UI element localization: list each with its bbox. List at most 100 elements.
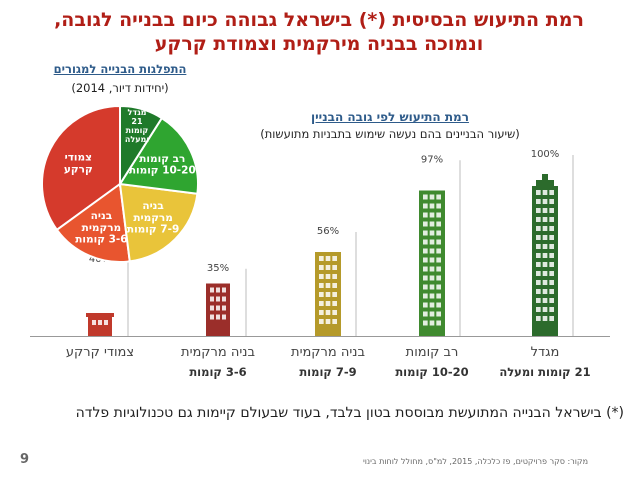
- window: [542, 271, 548, 276]
- window: [423, 293, 428, 299]
- window: [549, 262, 554, 267]
- window: [436, 221, 441, 227]
- window: [332, 301, 337, 306]
- window: [542, 262, 548, 267]
- window: [542, 280, 548, 285]
- window: [429, 194, 435, 200]
- window: [429, 302, 435, 308]
- window: [429, 221, 435, 227]
- bars-subtitle: (שיעור הבניינים בהם נעשה שימוש בתבניות מ…: [260, 127, 520, 141]
- window: [436, 320, 441, 326]
- pie-label: צמודי: [65, 152, 92, 164]
- window: [423, 221, 428, 227]
- window: [98, 320, 102, 325]
- window: [436, 203, 441, 209]
- building-body: [88, 316, 112, 336]
- value-label: 56%: [317, 226, 339, 237]
- window: [542, 208, 548, 213]
- category-sublabel: 10-20 קומות: [395, 365, 468, 379]
- pie-label: מרקמית: [133, 212, 173, 224]
- pie-slice: [119, 104, 164, 188]
- category-label: מגדל: [531, 345, 560, 360]
- source-note: מקור: סקר פרויקטים, פז כלכלה, 2015, למ"ס…: [362, 457, 588, 466]
- pie-label: מרקמית: [82, 222, 122, 234]
- window: [542, 253, 548, 258]
- title-line-2: ונמוכה בבניה מירקמית וצמודת קרקע: [154, 33, 484, 55]
- window: [436, 248, 441, 254]
- window: [429, 266, 435, 272]
- window: [536, 217, 541, 222]
- window: [436, 230, 441, 236]
- window: [104, 320, 108, 325]
- window: [423, 284, 428, 290]
- window: [423, 230, 428, 236]
- window: [222, 314, 226, 320]
- window: [549, 190, 554, 195]
- pie-label: בניה: [142, 200, 163, 212]
- window: [549, 307, 554, 312]
- window: [319, 274, 324, 279]
- window: [536, 289, 541, 294]
- window: [542, 244, 548, 249]
- window: [536, 316, 541, 321]
- pie-label: 7-9 קומות: [127, 224, 179, 236]
- tower-spire: [542, 174, 548, 180]
- window: [549, 271, 554, 276]
- window: [549, 316, 554, 321]
- window: [325, 310, 331, 315]
- window: [332, 256, 337, 261]
- pie-title: התפלגות הבנייה למגורים: [53, 62, 187, 76]
- pie-label: קומות: [126, 126, 149, 135]
- window: [429, 248, 435, 254]
- window: [542, 307, 548, 312]
- window: [423, 194, 428, 200]
- window: [536, 226, 541, 231]
- window: [536, 235, 541, 240]
- window: [542, 235, 548, 240]
- window: [325, 319, 331, 324]
- window: [325, 283, 331, 288]
- value-label: 100%: [531, 149, 560, 160]
- window: [210, 296, 214, 302]
- window: [542, 217, 548, 222]
- window: [325, 256, 331, 261]
- window: [429, 257, 435, 263]
- pie-subtitle: (יחידות דיור, 2014): [71, 81, 169, 95]
- window: [319, 283, 324, 288]
- pie-slice: [118, 182, 199, 263]
- window: [216, 296, 220, 302]
- category-label: רב קומות: [406, 345, 459, 360]
- window: [436, 311, 441, 317]
- window: [436, 284, 441, 290]
- pie-slice: [118, 116, 199, 195]
- window: [436, 257, 441, 263]
- window: [423, 203, 428, 209]
- window: [222, 296, 226, 302]
- window: [542, 190, 548, 195]
- window: [332, 274, 337, 279]
- window: [319, 292, 324, 297]
- window: [536, 271, 541, 276]
- window: [549, 208, 554, 213]
- window: [319, 319, 324, 324]
- pie-slice: [55, 182, 131, 263]
- pie-label: 10-20 קומות: [129, 165, 196, 177]
- window: [216, 287, 220, 293]
- window: [222, 305, 226, 311]
- window: [549, 289, 554, 294]
- window: [542, 289, 548, 294]
- window: [536, 307, 541, 312]
- window: [536, 244, 541, 249]
- window: [332, 310, 337, 315]
- window: [423, 311, 428, 317]
- window: [436, 293, 441, 299]
- window: [325, 265, 331, 270]
- pie-label: מגדל: [128, 108, 147, 117]
- category-sublabel: 3-6 קומות: [189, 365, 246, 379]
- window: [429, 230, 435, 236]
- building: [419, 190, 445, 336]
- building: [532, 174, 558, 336]
- window: [536, 253, 541, 258]
- window: [423, 320, 428, 326]
